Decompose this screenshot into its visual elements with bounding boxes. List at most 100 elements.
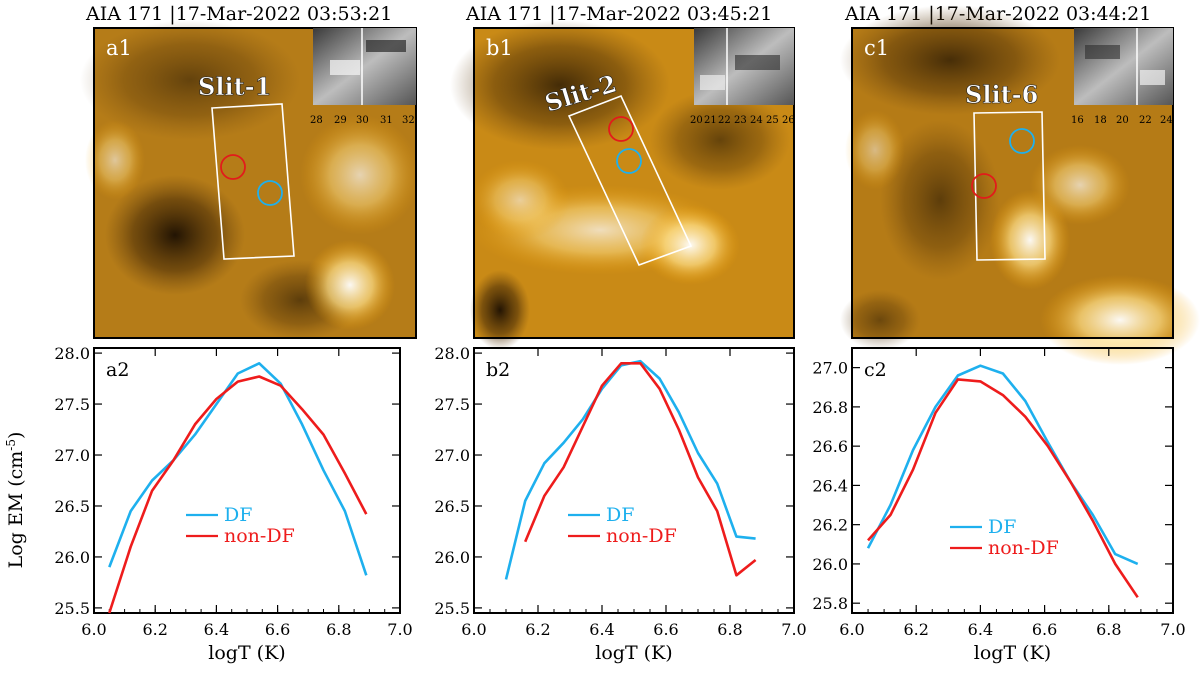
inset-b-tick: 26 <box>782 115 795 126</box>
series-line-nondf <box>108 375 368 614</box>
x-tick-label: 6.0 <box>461 620 486 639</box>
slit-label-c: Slit-6 <box>965 80 1038 109</box>
df-marker-a <box>257 180 283 206</box>
x-tick-label: 6.0 <box>839 620 864 639</box>
legend-label-df: DF <box>988 516 1016 538</box>
x-tick-label: 6.2 <box>142 620 167 639</box>
nondf-marker-a <box>220 154 246 180</box>
y-tick-label: 27.5 <box>54 395 90 414</box>
x-tick-label: 6.8 <box>326 620 351 639</box>
y-axis-label-sup: -5 <box>4 439 18 451</box>
panel-a-header: AIA 171 |17-Mar-2022 03:53:21 <box>85 3 392 25</box>
x-axis-label: logT (K) <box>208 642 285 664</box>
slit-box-c <box>973 111 1046 261</box>
y-tick-label: 27.0 <box>54 446 90 465</box>
y-tick-label: 28.0 <box>54 344 90 363</box>
inset-c-tick: 18 <box>1094 115 1107 126</box>
df-marker-c <box>1009 128 1035 154</box>
y-tick-label: 26.8 <box>812 398 848 417</box>
panel-a-image: AIA 171 |17-Mar-2022 03:53:21 28 29 30 3… <box>80 3 420 340</box>
x-tick-label: 6.6 <box>1032 620 1057 639</box>
image-label-c1: c1 <box>864 36 889 60</box>
x-tick-label: 6.6 <box>265 620 290 639</box>
slit-box-b <box>567 94 693 267</box>
x-tick-label: 6.4 <box>204 620 229 639</box>
slit-box-a <box>211 103 295 260</box>
y-tick-label: 27.0 <box>434 446 470 465</box>
plot-b2: 6.0 6.2 6.4 6.6 6.8 7.0 25.5 26.0 26.5 27.0 27.5 28… <box>434 344 806 664</box>
y-axis-label-main: Log EM (cm <box>5 451 27 569</box>
x-tick-label: 6.4 <box>589 620 614 639</box>
y-tick-label: 26.6 <box>812 437 848 456</box>
inset-a-tick: 32 <box>402 115 415 126</box>
plot-label: a2 <box>106 359 129 381</box>
plot-label: c2 <box>864 359 887 381</box>
x-tick-label: 6.8 <box>1096 620 1121 639</box>
plot-a2: 6.0 6.2 6.4 6.6 6.8 7.0 25.5 26.0 26.5 27.0 27.5 28… <box>54 344 412 664</box>
panel-c-image: AIA 171 |17-Mar-2022 03:44:21 16 18 20 2… <box>840 3 1200 365</box>
inset-b-tick: 20 <box>690 115 703 126</box>
panel-b-image: AIA 171 |17-Mar-2022 03:45:21 20 21 22 2… <box>450 3 795 350</box>
series-line-nondf <box>524 361 757 577</box>
y-tick-label: 26.5 <box>54 497 90 516</box>
inset-b-tick: 24 <box>750 115 763 126</box>
y-tick-label: 27.5 <box>434 395 470 414</box>
y-tick-label: 26.4 <box>812 476 848 495</box>
inset-c-tick: 22 <box>1139 115 1152 126</box>
plot-frame <box>473 347 795 614</box>
inset-b-tick: 22 <box>718 115 731 126</box>
x-tick-label: 6.6 <box>653 620 678 639</box>
nondf-marker-c <box>971 173 997 199</box>
x-axis-label: logT (K) <box>595 642 672 664</box>
y-tick-label: 26.2 <box>812 516 848 535</box>
x-tick-label: 6.4 <box>968 620 993 639</box>
inset-b-tick: 25 <box>766 115 779 126</box>
y-tick-label: 27.0 <box>812 359 848 378</box>
inset-c-tick: 24 <box>1160 115 1173 126</box>
inset-b-tick: 21 <box>704 115 717 126</box>
x-tick-label: 7.0 <box>1160 620 1185 639</box>
x-axis-label: logT (K) <box>974 642 1051 664</box>
inset-a-tick: 28 <box>310 115 323 126</box>
y-tick-label: 25.5 <box>54 599 90 618</box>
series-line-df <box>866 364 1139 566</box>
x-tick-label: 7.0 <box>387 620 412 639</box>
x-tick-label: 6.0 <box>81 620 106 639</box>
image-label-b1: b1 <box>486 36 513 60</box>
inset-a-tick: 31 <box>380 115 393 126</box>
panel-b-header: AIA 171 |17-Mar-2022 03:45:21 <box>465 3 772 25</box>
inset-a: 28 29 30 31 32 <box>310 28 416 126</box>
nondf-marker-b <box>608 116 634 142</box>
legend-label-df: DF <box>224 504 252 526</box>
inset-c: 16 18 20 22 24 <box>1071 28 1173 126</box>
x-tick-label: 6.2 <box>525 620 550 639</box>
legend-label-df: DF <box>606 504 634 526</box>
y-tick-label: 25.8 <box>812 594 848 613</box>
y-tick-label: 25.5 <box>434 599 470 618</box>
slit-label-a: Slit-1 <box>198 72 271 101</box>
y-tick-label: 26.0 <box>54 548 90 567</box>
inset-c-tick: 16 <box>1071 115 1084 126</box>
plot-frame <box>93 347 401 614</box>
plot-c2: 6.0 6.2 6.4 6.6 6.8 7.0 25.8 26.0 26.2 26.4 26.6 26… <box>812 347 1186 664</box>
y-tick-label: 26.0 <box>434 548 470 567</box>
image-label-a1: a1 <box>106 36 132 60</box>
df-marker-b <box>616 148 642 174</box>
y-tick-label: 26.5 <box>434 497 470 516</box>
inset-a-tick: 30 <box>356 115 369 126</box>
y-axis-label: Log EM (cm-5) <box>4 432 27 569</box>
legend-label-nondf: non-DF <box>988 537 1059 559</box>
x-tick-label: 6.8 <box>717 620 742 639</box>
series-line-nondf <box>867 378 1139 599</box>
inset-b-tick: 23 <box>734 115 747 126</box>
y-tick-label: 26.0 <box>812 555 848 574</box>
y-axis-label-close: ) <box>5 432 27 439</box>
inset-a-tick: 29 <box>334 115 347 126</box>
x-tick-label: 6.2 <box>903 620 928 639</box>
y-tick-label: 28.0 <box>434 344 470 363</box>
x-tick-label: 7.0 <box>781 620 806 639</box>
inset-c-tick: 20 <box>1116 115 1129 126</box>
series-line-df <box>108 361 368 576</box>
inset-b: 20 21 22 23 24 25 26 <box>690 28 795 126</box>
